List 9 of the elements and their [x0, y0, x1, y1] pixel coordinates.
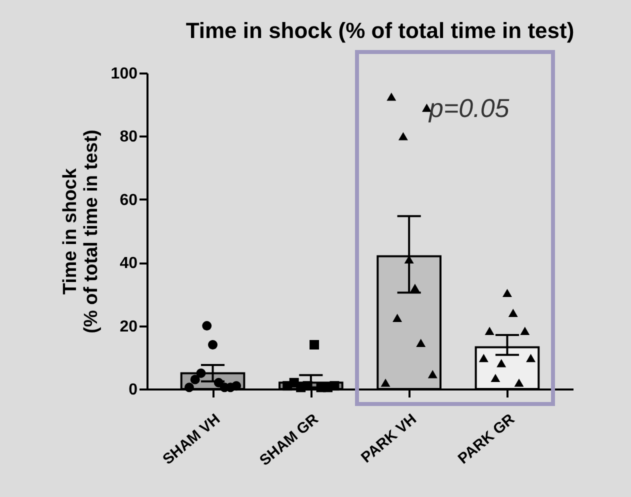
- y-tick-label: 60: [120, 192, 138, 209]
- y-tick-label: 20: [120, 318, 138, 336]
- y-tick-label: 80: [120, 128, 138, 146]
- y-tick-label: 0: [128, 382, 138, 398]
- y-axis-title: Time in shock (% of total time in test): [60, 130, 102, 334]
- annotation: p=0.05: [428, 93, 510, 123]
- chart-title: Time in shock (% of total time in test): [186, 18, 574, 43]
- y-tick-label: 100: [110, 66, 138, 82]
- y-tick-label: 40: [120, 255, 138, 272]
